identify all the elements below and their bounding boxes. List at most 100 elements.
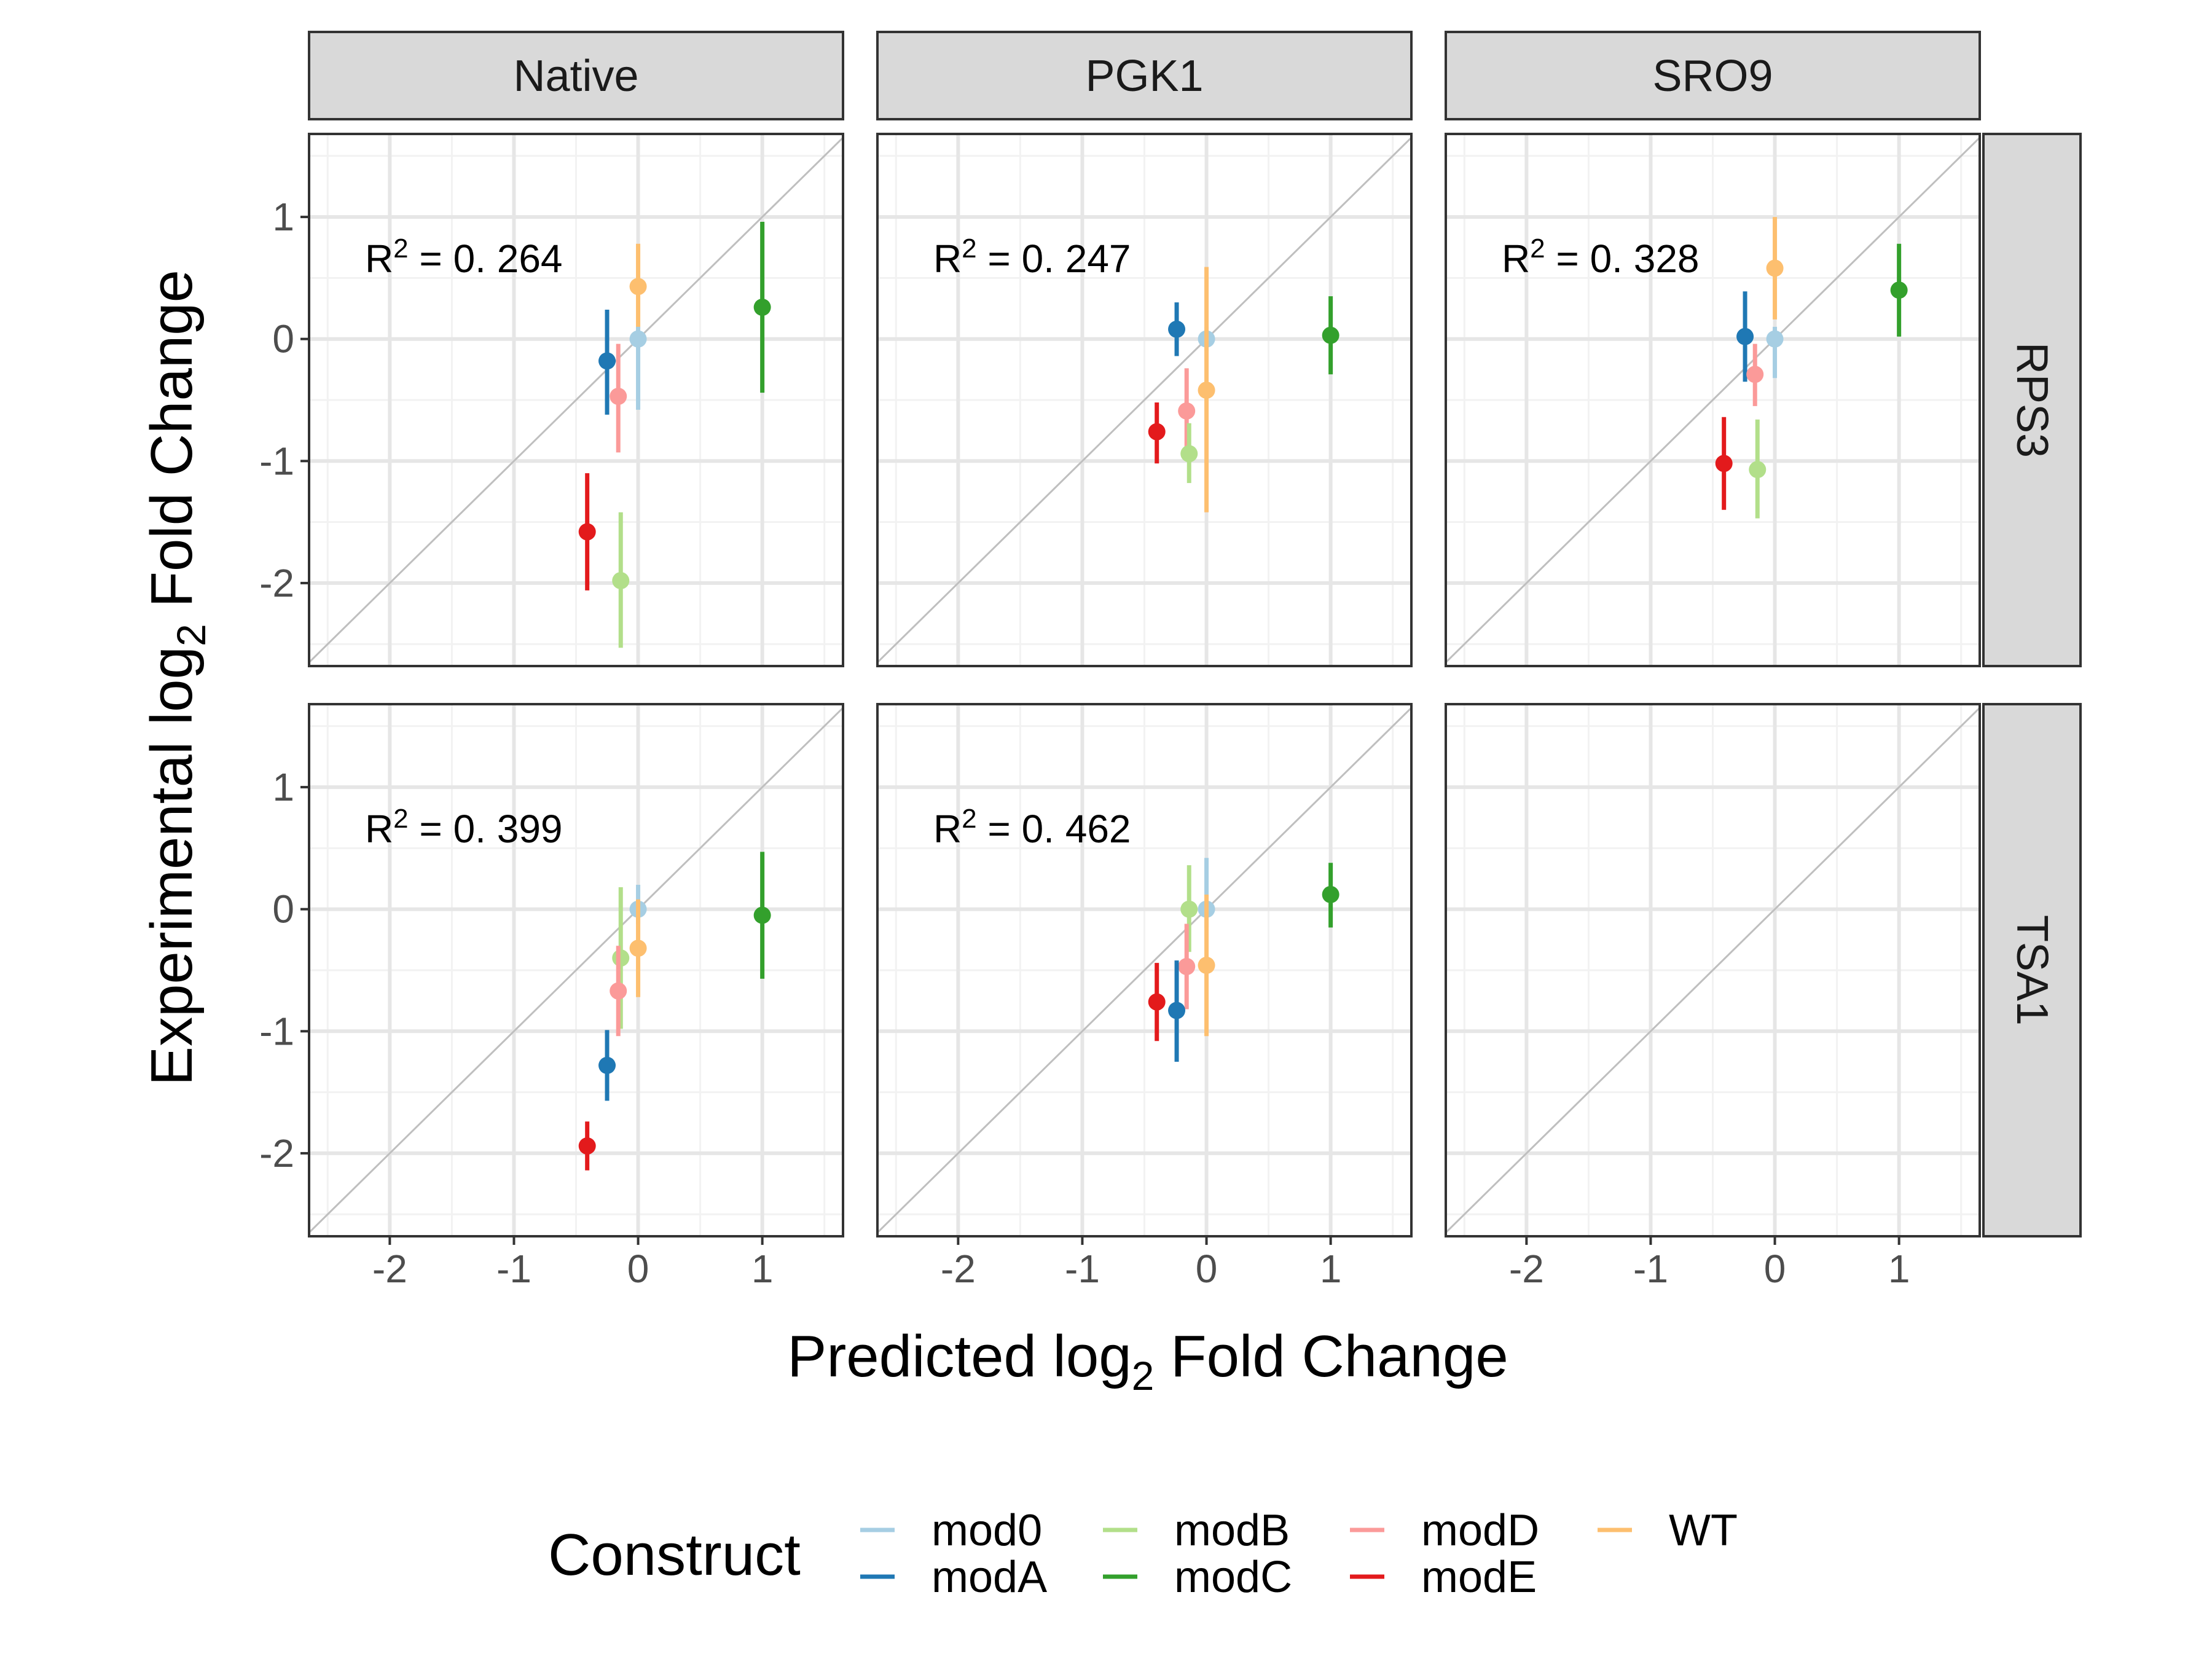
point-marker [610, 388, 627, 406]
r2-symbol: R [933, 807, 962, 851]
panel-native-rps3: R2 = 0. 264 [308, 133, 844, 667]
legend-item-modb: modB [1103, 1506, 1290, 1555]
panel-border [308, 133, 844, 667]
data-point-modd [1178, 924, 1196, 1010]
axis-title-text: Experimental log [139, 646, 205, 1086]
r2-superscript: 2 [393, 233, 408, 264]
point-marker [1180, 900, 1198, 918]
point-marker [1168, 320, 1186, 338]
legend-item-modc: modC [1103, 1553, 1292, 1602]
data-point-modb [1180, 865, 1198, 952]
point-marker [1746, 366, 1764, 383]
y-tick-label: -1 [259, 1009, 294, 1053]
legend-label: modA [931, 1553, 1047, 1602]
point-marker [753, 299, 771, 316]
legend-item-mode: modE [1350, 1553, 1537, 1602]
x-axis-title: Predicted log2 Fold Change [787, 1324, 1508, 1398]
point-marker [1198, 382, 1215, 399]
x-tick-label: -2 [1509, 1247, 1544, 1291]
point-marker [629, 939, 647, 957]
row-strip-background [1982, 133, 2082, 667]
row-strip-background [1982, 703, 2082, 1237]
column-strip-background [308, 31, 844, 120]
point-marker [629, 330, 647, 348]
identity-line [1445, 136, 1981, 664]
r2-value: = 0. 264 [409, 237, 563, 281]
legend-label: modC [1174, 1553, 1292, 1602]
column-strip-background [876, 31, 1413, 120]
data-point-wt [1198, 894, 1215, 1037]
panel-sro9-tsa1 [1445, 703, 1981, 1237]
y-tick-label: -1 [259, 439, 294, 483]
column-strip-label: Native [513, 52, 638, 101]
panel-border [876, 703, 1413, 1237]
r2-value: = 0. 462 [977, 807, 1131, 851]
r2-symbol: R [933, 237, 962, 281]
data-point-modc [1890, 243, 1908, 337]
r-squared-label: R2 = 0. 264 [365, 233, 563, 281]
point-marker [753, 906, 771, 924]
r2-superscript: 2 [1530, 233, 1545, 264]
axis-title-text: Fold Change [139, 270, 205, 624]
row-strip-tsa1: TSA1 [1982, 703, 2082, 1237]
point-marker [1198, 957, 1215, 975]
r-squared-label: R2 = 0. 328 [1502, 233, 1700, 281]
column-strip-label: PGK1 [1085, 52, 1203, 101]
legend-item-mod0: mod0 [860, 1506, 1042, 1555]
x-tick-label: -2 [941, 1247, 976, 1291]
row-strip-label: TSA1 [2007, 915, 2057, 1026]
x-tick-label: 0 [627, 1247, 649, 1291]
data-point-moda [598, 1030, 616, 1101]
row-strip-label: RPS3 [2007, 342, 2057, 458]
data-point-mode [578, 473, 596, 590]
axis-title-subscript: 2 [168, 624, 214, 646]
r2-symbol: R [365, 807, 393, 851]
data-point-moda [598, 310, 616, 415]
r-squared-label: R2 = 0. 247 [933, 233, 1131, 281]
data-point-modc [1322, 296, 1339, 375]
y-tick-label: -2 [259, 561, 294, 605]
panel-native-tsa1: R2 = 0. 399 [308, 703, 844, 1237]
data-point-moda [1168, 302, 1186, 356]
point-marker [1736, 327, 1754, 345]
data-point-modb [612, 512, 630, 648]
r-squared-label: R2 = 0. 462 [933, 804, 1131, 851]
panel-pgk1-tsa1: R2 = 0. 462 [876, 703, 1413, 1237]
r2-superscript: 2 [393, 804, 408, 834]
data-point-wt [1198, 267, 1215, 512]
point-marker [1890, 281, 1908, 299]
identity-line [308, 707, 844, 1234]
y-tick-label: 1 [272, 765, 294, 809]
column-strip-label: SRO9 [1652, 52, 1773, 101]
column-strip-native: Native [308, 31, 844, 120]
point-marker [1178, 958, 1196, 976]
panel-border [876, 133, 1413, 667]
r2-value: = 0. 247 [977, 237, 1131, 281]
data-point-moda [1168, 960, 1186, 1062]
y-axis-title: Experimental log2 Fold Change [139, 270, 214, 1086]
point-marker [598, 1056, 616, 1074]
r2-superscript: 2 [962, 804, 976, 834]
point-marker [598, 352, 616, 370]
identity-line [876, 136, 1413, 664]
x-tick-label: -1 [1065, 1247, 1100, 1291]
x-tick-label: 0 [1764, 1247, 1786, 1291]
panel-border [1445, 703, 1981, 1237]
legend-label: mod0 [931, 1506, 1042, 1555]
data-point-modc [1322, 863, 1339, 928]
point-marker [1766, 259, 1784, 277]
data-point-mod0 [1766, 326, 1784, 378]
x-tick-label: 0 [1196, 1247, 1218, 1291]
point-marker [578, 1137, 596, 1155]
r2-symbol: R [1502, 237, 1530, 281]
data-point-mode [1148, 402, 1166, 464]
data-point-moda [1736, 291, 1754, 382]
point-marker [1322, 326, 1339, 344]
point-marker [629, 278, 647, 296]
column-strip-background [1445, 31, 1981, 120]
identity-line [308, 136, 844, 664]
point-marker [1148, 423, 1166, 441]
legend-label: modE [1421, 1553, 1537, 1602]
point-marker [1749, 461, 1767, 479]
